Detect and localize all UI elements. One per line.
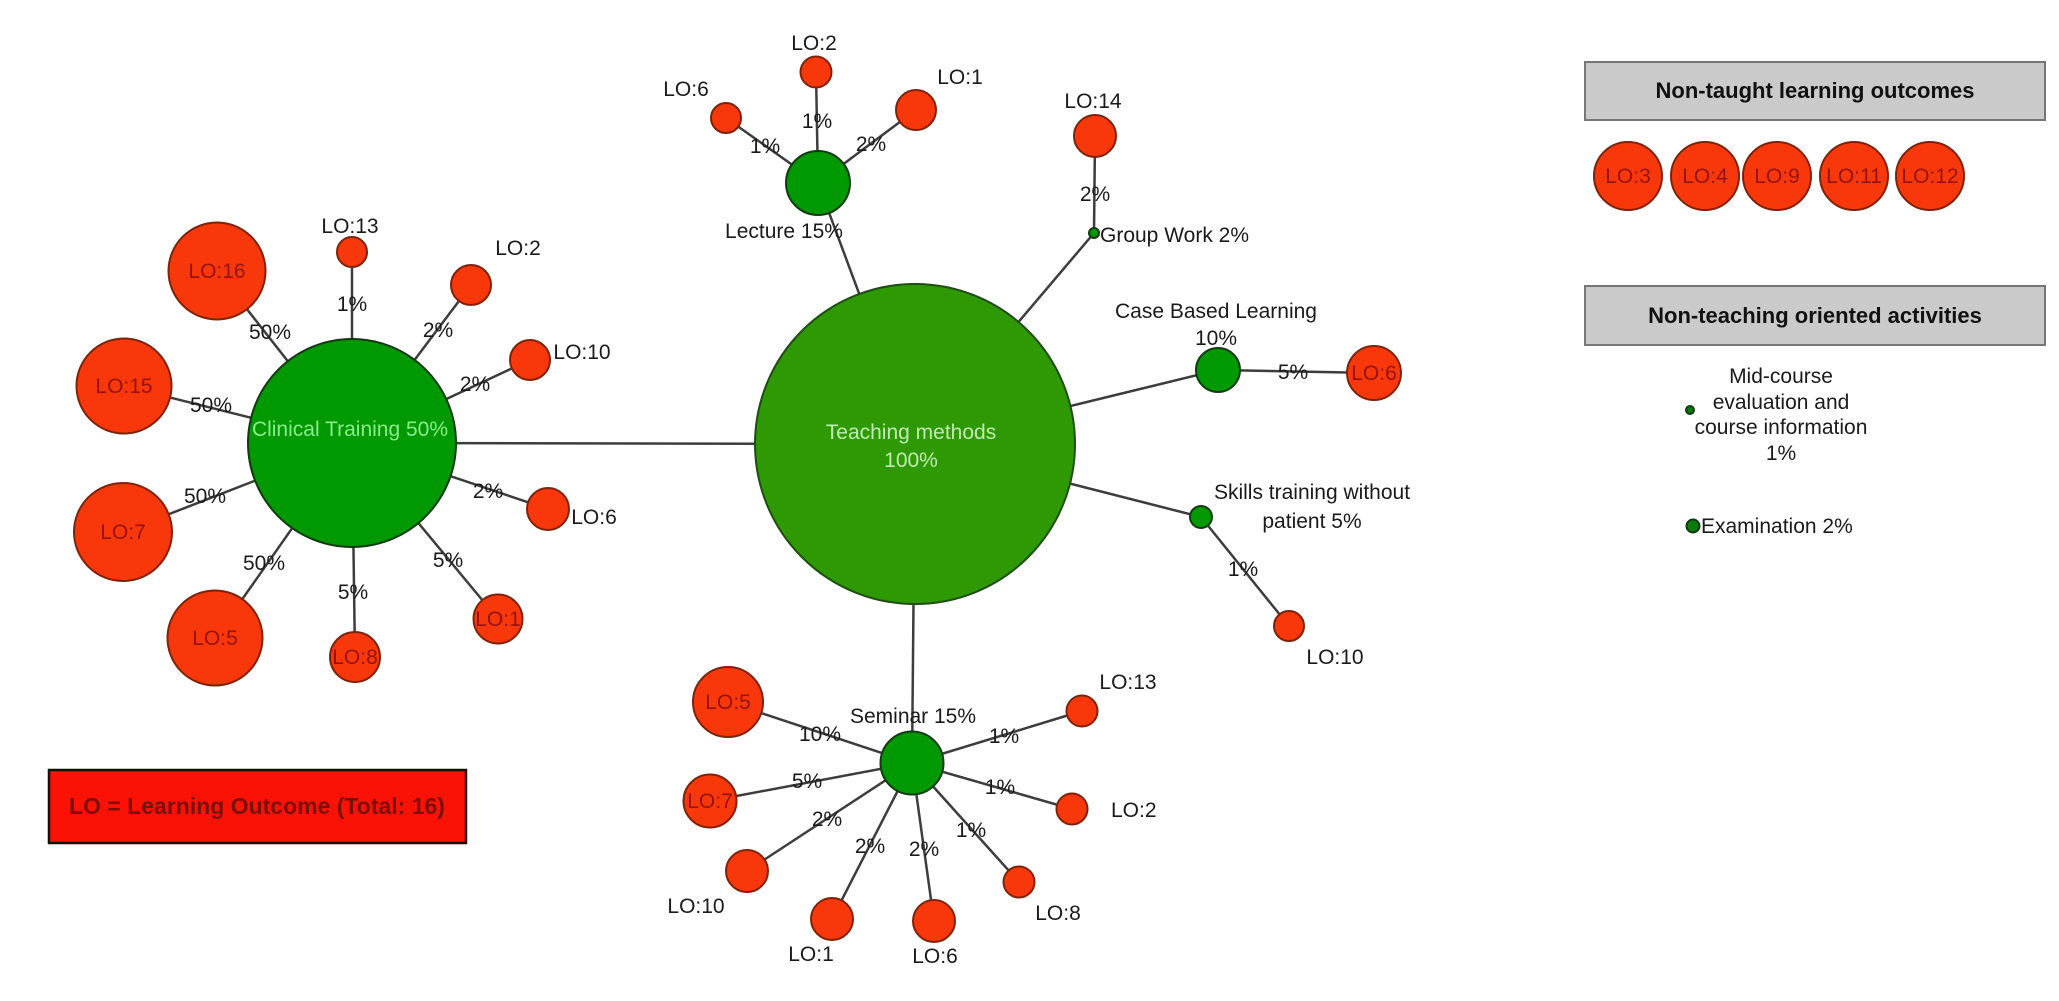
svg-text:Lecture 15%: Lecture 15%: [725, 220, 843, 243]
svg-text:patient 5%: patient 5%: [1262, 510, 1361, 533]
svg-text:LO:5: LO:5: [192, 627, 238, 650]
svg-text:5%: 5%: [792, 770, 822, 793]
svg-text:Non-taught learning outcomes: Non-taught learning outcomes: [1656, 78, 1975, 103]
svg-text:5%: 5%: [338, 581, 368, 604]
svg-text:50%: 50%: [249, 321, 291, 344]
svg-text:Case Based Learning: Case Based Learning: [1115, 300, 1317, 323]
svg-text:2%: 2%: [812, 808, 842, 831]
svg-text:LO:14: LO:14: [1064, 90, 1122, 113]
svg-text:1%: 1%: [337, 293, 367, 316]
svg-text:LO:16: LO:16: [188, 260, 245, 283]
svg-text:Examination 2%: Examination 2%: [1701, 515, 1853, 538]
svg-text:2%: 2%: [1080, 183, 1110, 206]
svg-text:10%: 10%: [1195, 327, 1237, 350]
svg-text:Non-teaching oriented activiti: Non-teaching oriented activities: [1648, 303, 1982, 328]
svg-text:2%: 2%: [473, 480, 503, 503]
svg-text:LO:13: LO:13: [321, 215, 378, 238]
svg-text:LO:10: LO:10: [553, 341, 610, 364]
svg-text:LO:6: LO:6: [1351, 362, 1397, 385]
svg-text:LO:6: LO:6: [571, 506, 617, 529]
svg-text:LO:8: LO:8: [1035, 902, 1081, 925]
svg-text:5%: 5%: [433, 549, 463, 572]
svg-text:LO:2: LO:2: [1111, 799, 1157, 822]
svg-text:LO:3: LO:3: [1605, 165, 1651, 188]
svg-text:1%: 1%: [802, 110, 832, 133]
svg-text:50%: 50%: [243, 552, 285, 575]
svg-text:1%: 1%: [750, 135, 780, 158]
svg-text:2%: 2%: [423, 319, 453, 342]
svg-text:Clinical Training 50%: Clinical Training 50%: [252, 418, 448, 441]
svg-text:LO:2: LO:2: [791, 32, 837, 55]
svg-text:LO:1: LO:1: [937, 66, 983, 89]
svg-text:2%: 2%: [856, 133, 886, 156]
svg-text:LO = Learning Outcome (Total:: LO = Learning Outcome (Total: 16): [69, 793, 445, 819]
svg-text:10%: 10%: [799, 723, 841, 746]
svg-text:course information: course information: [1695, 416, 1868, 439]
svg-text:LO:10: LO:10: [1306, 646, 1363, 669]
svg-text:LO:9: LO:9: [1754, 165, 1800, 188]
svg-text:Seminar 15%: Seminar 15%: [850, 705, 976, 728]
svg-text:LO:13: LO:13: [1099, 671, 1156, 694]
svg-text:LO:4: LO:4: [1682, 165, 1728, 188]
svg-text:100%: 100%: [884, 449, 938, 472]
svg-text:LO:12: LO:12: [1901, 165, 1958, 188]
svg-text:LO:5: LO:5: [705, 691, 751, 714]
svg-text:LO:6: LO:6: [663, 78, 709, 101]
svg-text:Mid-course: Mid-course: [1729, 365, 1833, 388]
svg-text:LO:1: LO:1: [475, 608, 521, 631]
svg-text:1%: 1%: [1228, 558, 1258, 581]
svg-text:Group Work 2%: Group Work 2%: [1100, 224, 1249, 247]
svg-text:LO:1: LO:1: [788, 943, 834, 966]
svg-text:2%: 2%: [855, 835, 885, 858]
svg-text:LO:10: LO:10: [667, 895, 724, 918]
svg-text:Teaching methods: Teaching methods: [826, 421, 996, 444]
svg-text:50%: 50%: [184, 485, 226, 508]
svg-text:2%: 2%: [909, 838, 939, 861]
svg-text:1%: 1%: [956, 819, 986, 842]
svg-text:1%: 1%: [1766, 442, 1796, 465]
svg-text:2%: 2%: [460, 373, 490, 396]
svg-text:Skills training without: Skills training without: [1214, 481, 1410, 504]
svg-text:LO:6: LO:6: [912, 945, 958, 968]
svg-text:50%: 50%: [190, 394, 232, 417]
svg-text:LO:8: LO:8: [332, 646, 378, 669]
svg-text:LO:2: LO:2: [495, 237, 541, 260]
svg-text:LO:7: LO:7: [687, 790, 733, 813]
svg-text:LO:15: LO:15: [95, 375, 152, 398]
svg-text:evaluation and: evaluation and: [1713, 391, 1850, 414]
svg-text:LO:7: LO:7: [100, 521, 146, 544]
svg-text:1%: 1%: [989, 725, 1019, 748]
svg-text:LO:11: LO:11: [1826, 165, 1882, 188]
svg-text:1%: 1%: [985, 776, 1015, 799]
svg-text:5%: 5%: [1278, 361, 1308, 384]
